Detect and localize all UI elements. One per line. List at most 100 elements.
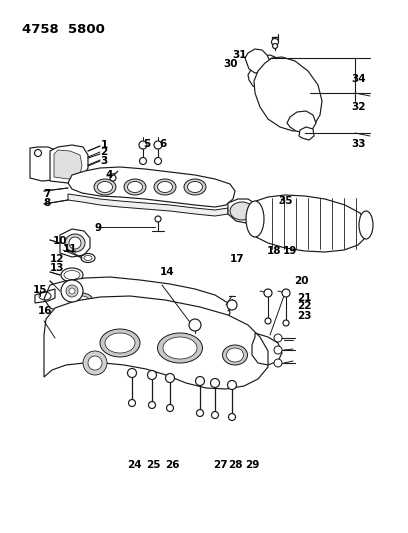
Ellipse shape	[69, 237, 81, 249]
Polygon shape	[254, 57, 322, 131]
Polygon shape	[60, 229, 90, 257]
Circle shape	[88, 356, 102, 370]
Circle shape	[149, 401, 155, 408]
Circle shape	[274, 334, 282, 342]
Circle shape	[66, 285, 78, 297]
Circle shape	[271, 38, 279, 45]
Circle shape	[264, 289, 272, 297]
Circle shape	[197, 409, 204, 416]
Ellipse shape	[84, 255, 92, 261]
Text: 8: 8	[43, 198, 51, 207]
Ellipse shape	[157, 182, 173, 192]
Polygon shape	[299, 127, 314, 140]
Ellipse shape	[140, 304, 155, 314]
Circle shape	[140, 157, 146, 165]
Ellipse shape	[184, 179, 206, 195]
Ellipse shape	[246, 201, 264, 237]
Ellipse shape	[137, 301, 159, 317]
Text: 4: 4	[106, 170, 113, 180]
Ellipse shape	[98, 182, 113, 192]
Text: 14: 14	[160, 267, 175, 277]
Ellipse shape	[100, 329, 140, 357]
Text: 28: 28	[228, 460, 243, 470]
Ellipse shape	[167, 305, 189, 321]
Text: 30: 30	[223, 59, 238, 69]
Ellipse shape	[71, 293, 93, 309]
Circle shape	[274, 346, 282, 354]
Text: 3: 3	[100, 156, 108, 166]
Text: 18: 18	[267, 246, 282, 255]
Ellipse shape	[171, 308, 186, 318]
Ellipse shape	[107, 300, 122, 310]
Circle shape	[110, 175, 116, 181]
Circle shape	[282, 289, 290, 297]
Circle shape	[195, 376, 204, 385]
Text: 16: 16	[38, 306, 52, 316]
Circle shape	[148, 370, 157, 379]
Ellipse shape	[65, 234, 85, 252]
Ellipse shape	[154, 179, 176, 195]
Circle shape	[129, 400, 135, 407]
Circle shape	[166, 405, 173, 411]
Circle shape	[127, 368, 137, 377]
Text: 5: 5	[143, 139, 151, 149]
Text: 33: 33	[351, 139, 366, 149]
Text: 4758  5800: 4758 5800	[22, 23, 105, 36]
Text: 24: 24	[127, 460, 142, 470]
Circle shape	[273, 44, 277, 49]
Circle shape	[155, 216, 161, 222]
Polygon shape	[44, 296, 268, 389]
Circle shape	[228, 414, 235, 421]
Text: 13: 13	[50, 263, 64, 273]
Polygon shape	[228, 199, 260, 223]
Ellipse shape	[94, 179, 116, 195]
Ellipse shape	[124, 179, 146, 195]
Ellipse shape	[127, 182, 142, 192]
Circle shape	[274, 359, 282, 367]
Polygon shape	[287, 111, 316, 133]
Polygon shape	[250, 195, 368, 252]
Circle shape	[265, 318, 271, 324]
Circle shape	[189, 319, 201, 331]
Polygon shape	[30, 147, 62, 181]
Text: 1: 1	[100, 140, 108, 150]
Text: 15: 15	[33, 286, 47, 295]
Ellipse shape	[230, 202, 254, 220]
Text: 22: 22	[297, 302, 312, 311]
Text: 31: 31	[232, 51, 246, 60]
Circle shape	[211, 411, 219, 418]
Text: 7: 7	[43, 189, 51, 199]
Text: 32: 32	[352, 102, 366, 111]
Text: 26: 26	[165, 460, 180, 470]
Circle shape	[35, 149, 42, 157]
Text: 34: 34	[351, 74, 366, 84]
Circle shape	[155, 157, 162, 165]
Ellipse shape	[157, 333, 202, 363]
Circle shape	[83, 351, 107, 375]
Ellipse shape	[222, 345, 248, 365]
Circle shape	[228, 381, 237, 390]
Text: 12: 12	[50, 254, 64, 263]
Text: 23: 23	[297, 311, 312, 320]
Circle shape	[69, 288, 75, 294]
Text: 17: 17	[229, 254, 244, 264]
Ellipse shape	[105, 333, 135, 353]
Text: 2: 2	[100, 148, 108, 157]
Text: 10: 10	[53, 236, 68, 246]
Polygon shape	[50, 145, 88, 183]
Circle shape	[139, 141, 147, 149]
Text: 19: 19	[282, 246, 297, 255]
Polygon shape	[245, 49, 270, 73]
Polygon shape	[248, 55, 282, 90]
Circle shape	[211, 378, 220, 387]
Ellipse shape	[359, 211, 373, 239]
Ellipse shape	[188, 182, 202, 192]
Polygon shape	[68, 167, 235, 207]
Circle shape	[154, 141, 162, 149]
Text: 11: 11	[63, 244, 78, 254]
Text: 20: 20	[294, 277, 308, 286]
Ellipse shape	[104, 297, 126, 313]
Circle shape	[283, 320, 289, 326]
Text: 9: 9	[94, 223, 102, 233]
Text: 35: 35	[278, 197, 293, 206]
